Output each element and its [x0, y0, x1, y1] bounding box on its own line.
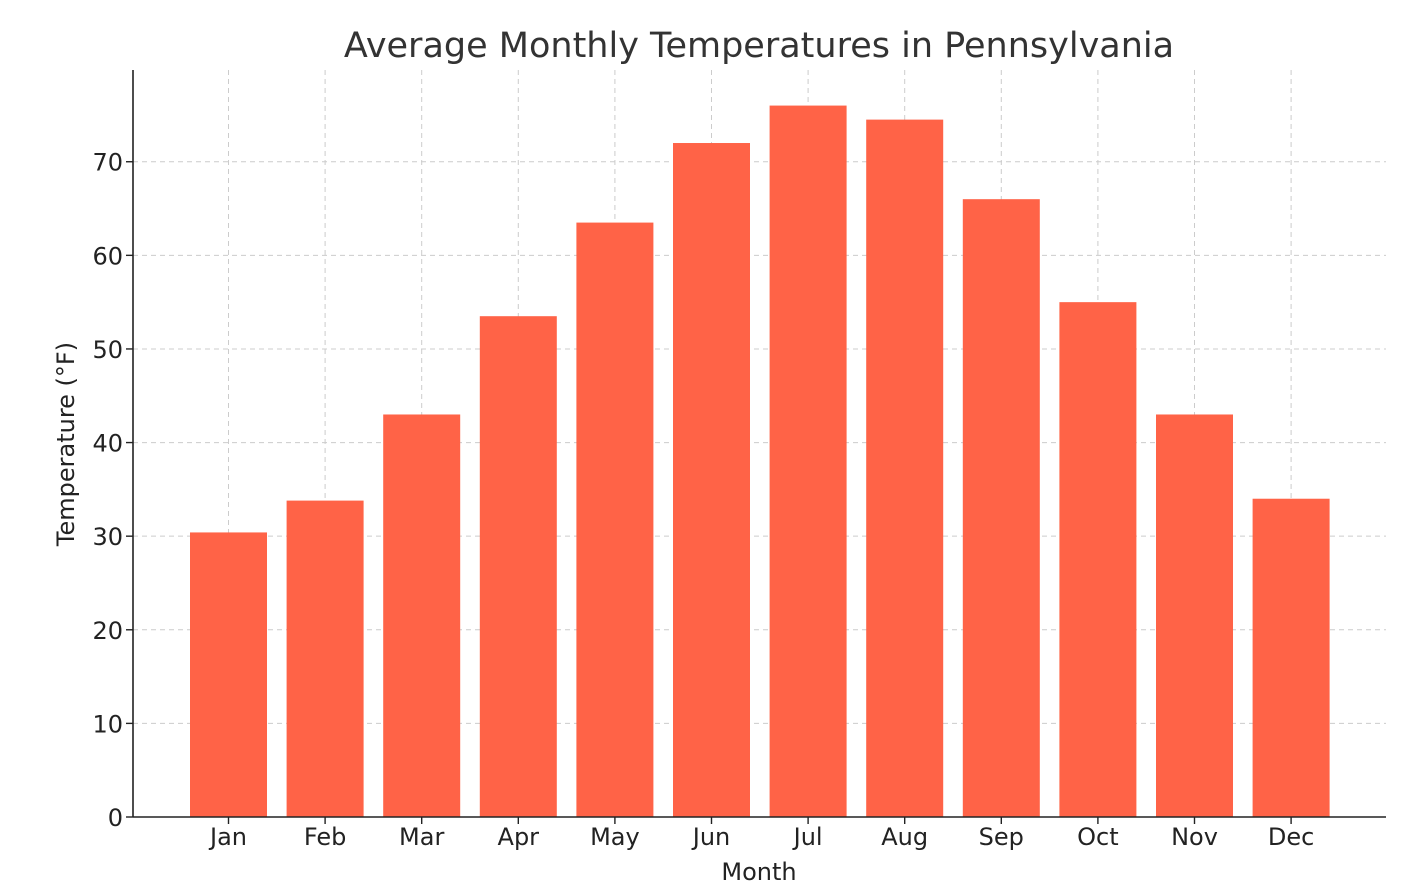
x-tick-label: Jul — [792, 823, 823, 851]
bar-dec — [1252, 498, 1330, 817]
y-tick-label: 70 — [92, 149, 123, 177]
x-tick-label: Mar — [399, 823, 444, 851]
y-tick-label: 20 — [92, 617, 123, 645]
bar-jan — [190, 532, 267, 817]
bar-jun — [673, 143, 750, 818]
bar-feb — [286, 500, 364, 817]
y-tick-label: 60 — [92, 242, 123, 270]
bar-jul — [769, 105, 847, 818]
x-tick-label: Feb — [304, 823, 347, 851]
bars-layer — [190, 105, 1330, 818]
y-tick-label: 40 — [92, 430, 123, 458]
ticks-layer: 0 10 20 30 40 50 60 70 Jan Feb Mar Apr May Jun Jul Aug S… — [92, 149, 1314, 851]
x-tick-label: Jan — [208, 823, 247, 851]
y-tick-label: 50 — [92, 336, 123, 364]
y-tick-label: 0 — [108, 804, 123, 832]
y-tick-label: 30 — [92, 523, 123, 551]
bar-sep — [962, 199, 1040, 818]
x-tick-label: Oct — [1077, 823, 1119, 851]
x-tick-label: Nov — [1171, 823, 1218, 851]
y-tick-label: 10 — [92, 710, 123, 738]
y-axis-label: Temperature (°F) — [52, 342, 80, 547]
x-tick-label: Apr — [498, 823, 540, 851]
bar-mar — [383, 414, 461, 817]
chart-title: Average Monthly Temperatures in Pennsylv… — [344, 26, 1174, 66]
x-axis-label: Month — [721, 858, 796, 886]
x-tick-label: Aug — [881, 823, 928, 851]
x-tick-label: Sep — [979, 823, 1024, 851]
bar-nov — [1156, 414, 1233, 817]
bar-oct — [1059, 302, 1137, 817]
axes-layer — [132, 70, 1386, 818]
bar-apr — [479, 316, 557, 817]
bar-aug — [866, 119, 944, 817]
x-tick-label: Dec — [1268, 823, 1314, 851]
x-tick-label: Jun — [691, 823, 731, 851]
bar-may — [576, 222, 654, 817]
x-tick-label: May — [590, 823, 640, 851]
